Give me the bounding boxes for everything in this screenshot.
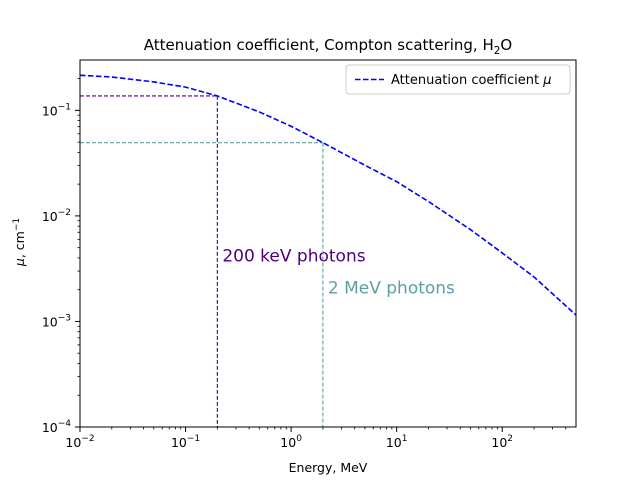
y-tick-label-0: 10−4: [42, 419, 71, 435]
axes-frame: [79, 59, 577, 428]
annotation-label-1: 2 MeV photons: [328, 278, 455, 298]
series-line-0: [80, 74, 576, 316]
chart-title: Attenuation coefficient, Compton scatter…: [144, 36, 512, 57]
plot-area: 200 keV photons 2 MeV photons 10−2 10−1 100 1…: [42, 59, 577, 450]
x-tick-label-0: 10−2: [65, 434, 94, 450]
y-tick-label-2: 10−2: [42, 208, 71, 224]
x-tick-label-4: 102: [491, 434, 513, 450]
x-tick-label-1: 10−1: [171, 434, 200, 450]
y-axis-label: μ, cm−1: [12, 218, 27, 267]
x-axis-label: Energy, MeV: [289, 460, 368, 475]
legend-box: [345, 64, 571, 95]
y-tick-label-3: 10−1: [42, 102, 71, 118]
x-tick-label-3: 101: [386, 434, 408, 450]
y-tick-label-1: 10−3: [42, 313, 71, 329]
x-tick-label-2: 100: [280, 434, 302, 450]
legend: Attenuation coefficient μ: [345, 64, 571, 95]
legend-label: Attenuation coefficient μ: [391, 73, 552, 88]
annotation-label-0: 200 keV photons: [222, 247, 365, 267]
